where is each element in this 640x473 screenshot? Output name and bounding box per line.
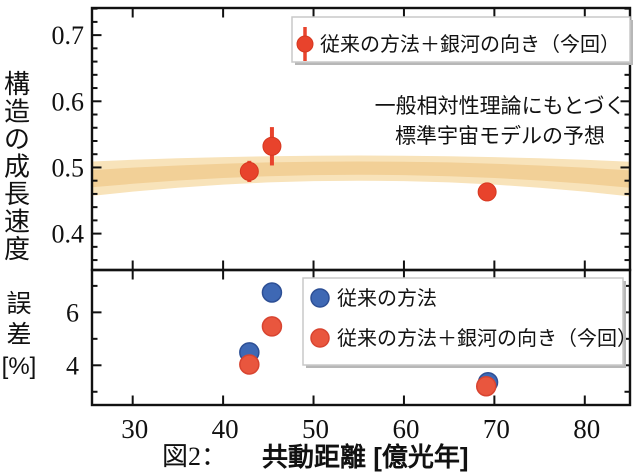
- x-axis-label: 共動距離 [億光年]: [262, 442, 469, 472]
- bottom-y-axis-label-line: [%]: [2, 353, 37, 380]
- x-tick-label: 70: [483, 414, 510, 444]
- x-tick-label: 80: [573, 414, 600, 444]
- x-tick-label: 30: [121, 414, 148, 444]
- top-y-axis-label-char: 速: [4, 207, 30, 237]
- growth-rate-point: [262, 136, 282, 156]
- x-tick-label: 40: [212, 414, 239, 444]
- error-point-conventional: [261, 282, 283, 303]
- band-annotation-line: 一般相対性理論にもとづく: [375, 95, 626, 118]
- bottom-panel-border: [90, 268, 632, 407]
- top-y-tick-label: 0.5: [52, 153, 85, 182]
- bottom-y-tick-label: 6: [66, 298, 79, 327]
- top-y-tick-label: 0.6: [52, 87, 85, 116]
- growth-rate-point: [239, 161, 259, 181]
- bottom-legend-label-new-method: 従来の方法＋銀河の向き（今回）: [337, 327, 637, 350]
- top-y-axis-label-char: 長: [4, 179, 30, 209]
- legend-blue-point-icon: [310, 288, 330, 308]
- legend-red-point-icon: [310, 328, 330, 348]
- error-point-new-method: [239, 354, 260, 375]
- top-y-axis-label-char: 成: [4, 152, 30, 182]
- error-point-new-method: [475, 375, 497, 397]
- top-y-tick-label: 0.7: [52, 21, 85, 50]
- error-point-new-method: [261, 316, 283, 337]
- x-tick-label: 60: [392, 414, 419, 444]
- growth-rate-point: [477, 182, 497, 202]
- top-legend-box: [291, 16, 631, 63]
- top-y-tick-label: 0.4: [52, 220, 85, 249]
- x-tick-label: 50: [302, 414, 329, 444]
- bottom-y-axis-label-line: 差: [6, 321, 31, 349]
- top-y-axis-label-char: 構: [4, 69, 30, 99]
- band-annotation-line: 標準宇宙モデルの予想: [395, 125, 605, 148]
- bottom-y-tick-label: 4: [66, 351, 79, 380]
- bottom-legend-label-conventional: 従来の方法: [337, 287, 437, 310]
- prediction-band-inner: [92, 161, 630, 188]
- figure-caption-number: 図2：: [162, 442, 227, 471]
- top-y-axis-label-char: 造: [4, 97, 30, 127]
- legend-red-point-icon: [296, 35, 314, 53]
- top-y-axis-label-char: 度: [4, 234, 30, 264]
- bottom-legend-box: [302, 277, 624, 366]
- bottom-y-axis-label-line: 誤: [6, 290, 31, 318]
- top-legend-label: 従来の方法＋銀河の向き（今回）: [320, 33, 620, 56]
- top-y-axis-label-char: の: [4, 124, 30, 154]
